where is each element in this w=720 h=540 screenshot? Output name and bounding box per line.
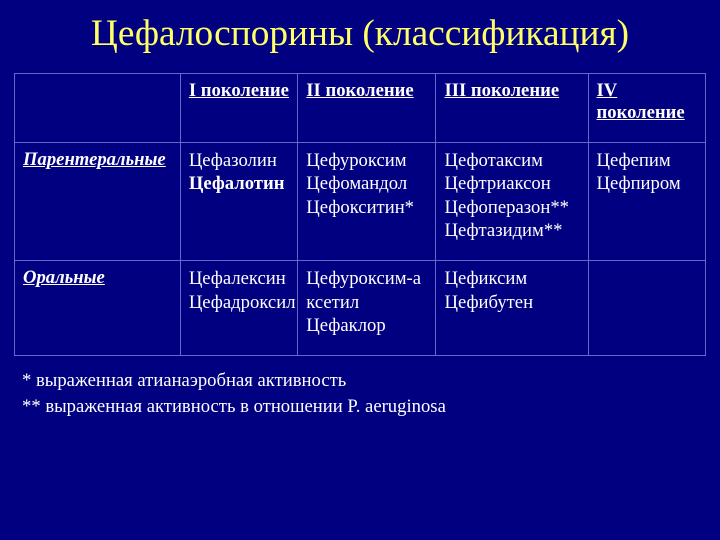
table-cell <box>588 261 706 356</box>
drug-name: Цефибутен <box>444 291 579 314</box>
drug-name: Цефалотин <box>189 172 289 195</box>
drug-name: Цефиксим <box>444 267 579 290</box>
table-cell: ЦефазолинЦефалотин <box>180 143 297 261</box>
table-row: ОральныеЦефалексинЦефадроксилЦефуроксим-… <box>15 261 706 356</box>
drug-name: Цефалексин <box>189 267 289 290</box>
drug-name: Цефтазидим** <box>444 219 579 242</box>
table-header-gen-4: IV поколение <box>588 74 706 143</box>
drug-name: Цефазолин <box>189 149 289 172</box>
footnote-line: ** выраженная активность в отношении P. … <box>22 394 698 419</box>
table-cell: Цефуроксим-аксетилЦефаклор <box>298 261 436 356</box>
drug-name: ксетил <box>306 291 427 314</box>
table-header-lead <box>15 74 181 143</box>
drug-name: Цефотаксим <box>444 149 579 172</box>
table-header-gen-1: I поколение <box>180 74 297 143</box>
drug-name: Цефпиром <box>597 172 698 195</box>
classification-table: I поколениеII поколениеIII поколениеIV п… <box>14 73 706 356</box>
drug-name: Цефадроксил <box>189 291 289 314</box>
drug-name: Цефоперазон** <box>444 196 579 219</box>
drug-name: Цефуроксим-а <box>306 267 427 290</box>
table-cell: ЦефуроксимЦефомандолЦефокситин* <box>298 143 436 261</box>
table-cell: ЦефотаксимЦефтриаксонЦефоперазон**Цефтаз… <box>436 143 588 261</box>
footnotes: * выраженная атианаэробная активность** … <box>0 356 720 418</box>
table-header-gen-2: II поколение <box>298 74 436 143</box>
table-header-gen-3: III поколение <box>436 74 588 143</box>
drug-name: Цефомандол <box>306 172 427 195</box>
table-cell: ЦефиксимЦефибутен <box>436 261 588 356</box>
drug-name: Цефепим <box>597 149 698 172</box>
drug-name: Цефтриаксон <box>444 172 579 195</box>
slide: Цефалоспорины (классификация) I поколени… <box>0 0 720 540</box>
title-text: Цефалоспорины (классификация) <box>91 13 629 54</box>
drug-name: Цефаклор <box>306 314 427 337</box>
row-label: Оральные <box>15 261 181 356</box>
drug-name: Цефокситин* <box>306 196 427 219</box>
table-cell: ЦефепимЦефпиром <box>588 143 706 261</box>
table-cell: ЦефалексинЦефадроксил <box>180 261 297 356</box>
row-label: Парентеральные <box>15 143 181 261</box>
table-row: ПарентеральныеЦефазолинЦефалотинЦефурокс… <box>15 143 706 261</box>
slide-title: Цефалоспорины (классификация) <box>0 0 720 73</box>
footnote-line: * выраженная атианаэробная активность <box>22 368 698 393</box>
drug-name: Цефуроксим <box>306 149 427 172</box>
classification-table-wrap: I поколениеII поколениеIII поколениеIV п… <box>0 73 720 356</box>
